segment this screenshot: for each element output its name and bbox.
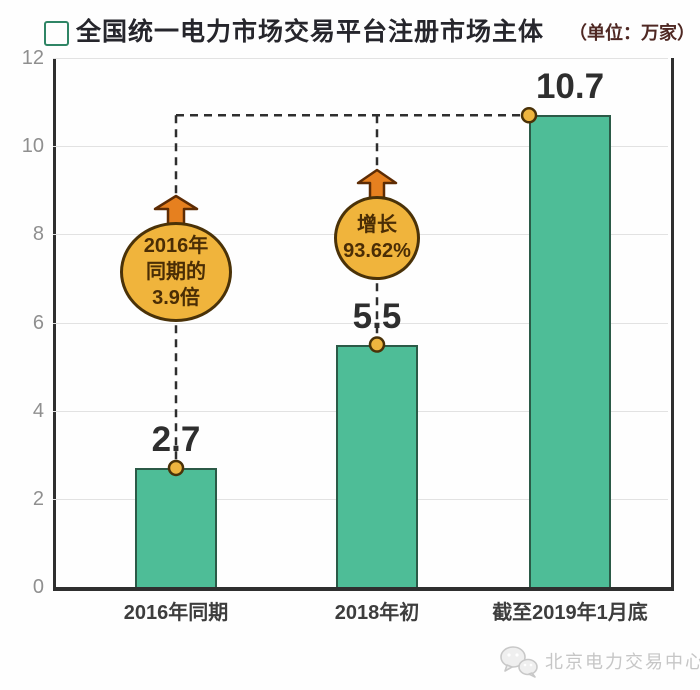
legend-swatch — [44, 21, 69, 46]
y-tick-label: 4 — [32, 399, 44, 422]
annotation-text: 3.9倍 — [152, 287, 200, 309]
annotation-text: 2016年 — [143, 235, 209, 257]
bar-value-label: 10.7 — [535, 67, 605, 107]
y-tick-label: 12 — [21, 47, 44, 69]
bar — [336, 344, 418, 587]
annotation-balloon-2: 增长 93.62% — [334, 196, 420, 280]
unit-label: （单位：万家） — [569, 23, 695, 43]
bar — [529, 115, 611, 587]
source-watermark: 北京电力交易中心 — [545, 652, 700, 672]
plot-area — [53, 58, 674, 591]
y-tick-label: 10 — [21, 135, 44, 158]
y-tick-label: 0 — [32, 576, 44, 598]
annotation-text: 增长 — [357, 214, 397, 236]
annotation-text: 93.62% — [343, 240, 411, 262]
y-tick-label: 2 — [32, 487, 44, 510]
annotation-balloon-1: 2016年 同期的 3.9倍 — [120, 222, 232, 322]
annotation-text: 同期的 — [146, 261, 206, 283]
bar — [135, 467, 217, 587]
wechat-icon — [498, 644, 540, 685]
y-tick-label: 6 — [32, 311, 44, 334]
y-tick-label: 8 — [32, 223, 44, 246]
x-category-label: 2018年初 — [334, 602, 420, 624]
x-category-label: 截至2019年1月底 — [492, 602, 648, 624]
bar-value-label: 2.7 — [151, 419, 201, 459]
gridline-12 — [53, 58, 668, 59]
bar-value-label: 5.5 — [352, 296, 402, 336]
chart-title: 全国统一电力市场交易平台注册市场主体 — [76, 18, 545, 46]
x-category-label: 2016年同期 — [123, 602, 229, 624]
